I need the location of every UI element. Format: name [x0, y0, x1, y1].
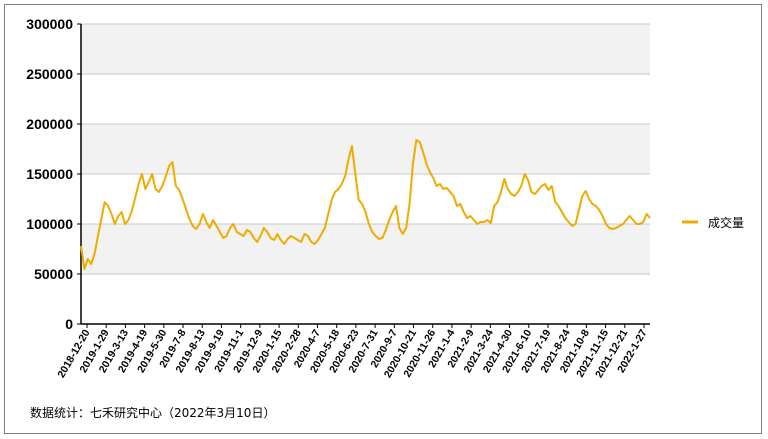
series-layer	[80, 139, 651, 270]
y-tick-label: 250000	[26, 66, 73, 82]
source-note: 数据统计：七禾研究中心（2022年3月10日）	[30, 406, 276, 420]
legend-label: 成交量	[708, 215, 744, 230]
plot-band	[81, 124, 650, 174]
plot-band	[81, 224, 650, 274]
y-tick-label: 100000	[26, 216, 73, 232]
legend: 成交量	[682, 215, 744, 230]
plot-band	[81, 24, 650, 74]
y-tick-label: 50000	[34, 266, 73, 282]
plot-band	[81, 274, 650, 324]
y-tick-label: 0	[65, 316, 73, 332]
y-tick-label: 300000	[26, 16, 73, 32]
series-line	[80, 139, 651, 270]
y-tick-label: 150000	[26, 166, 73, 182]
y-tick-labels: 0 50000 100000 150000 200000 250000 300000	[26, 16, 81, 332]
y-tick-label: 200000	[26, 116, 73, 132]
x-tick-labels: 2018-12-202019-1-292019-3-132019-4-19201…	[55, 324, 650, 380]
plot-band	[81, 74, 650, 124]
